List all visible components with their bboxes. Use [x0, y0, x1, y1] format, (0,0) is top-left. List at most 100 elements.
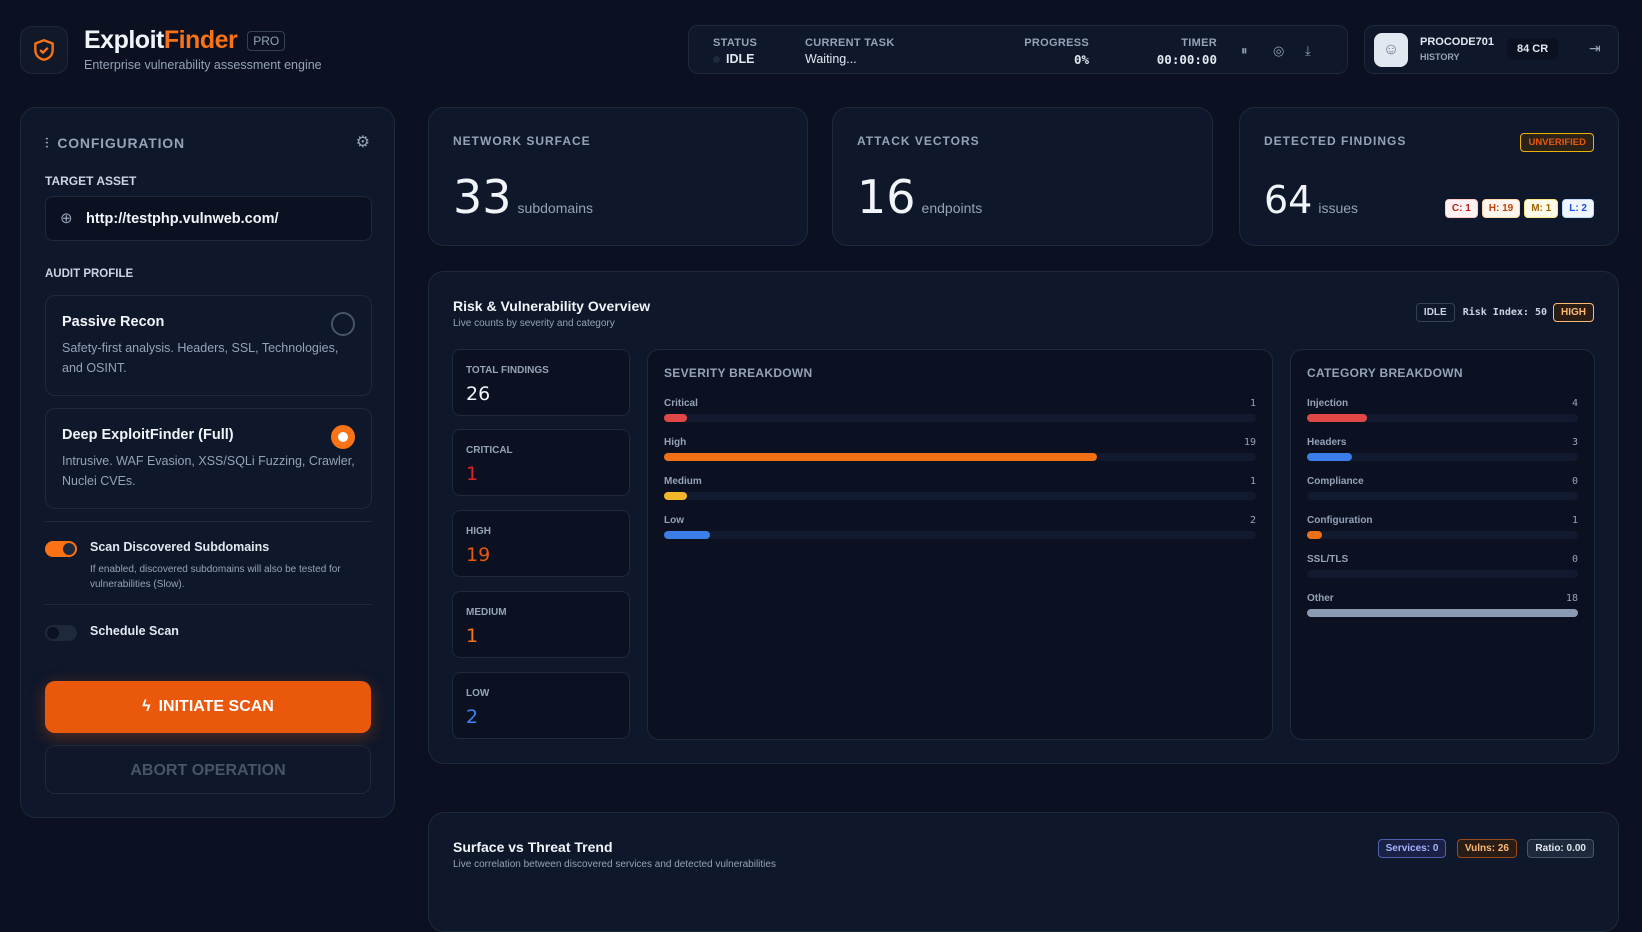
history-link[interactable]: HISTORY — [1420, 52, 1460, 62]
status-value: IDLE — [726, 52, 755, 66]
bar-row-configuration: Configuration 1 — [1307, 515, 1578, 545]
pause-icon[interactable]: ⏸ — [1241, 43, 1248, 58]
gear-icon[interactable]: ⚙ — [355, 134, 370, 151]
vulns-badge: Vulns: 26 — [1456, 839, 1517, 858]
configuration-panel: ⫶ CONFIGURATION ⚙ TARGET ASSET ⊕ http://t… — [20, 107, 395, 818]
radio-deep[interactable] — [331, 425, 355, 449]
bar-row-high: High 19 — [664, 437, 1256, 467]
profile-deep[interactable]: Deep ExploitFinder (Full) Intrusive. WAF … — [45, 408, 372, 509]
progress-value: 0% — [1073, 52, 1089, 67]
state-badge: IDLE — [1415, 303, 1455, 322]
logout-icon[interactable]: ⇥ — [1589, 40, 1601, 56]
divider — [45, 604, 372, 605]
credits-badge: 84 CR — [1507, 38, 1559, 60]
card-label: NETWORK SURFACE — [453, 134, 591, 148]
radio-passive[interactable] — [331, 312, 355, 336]
bar-row-headers: Headers 3 — [1307, 437, 1578, 467]
risk-overview-panel: Risk & Vulnerability Overview Live count… — [428, 271, 1619, 764]
detected-findings-card: DETECTED FINDINGS UNVERIFIED 64 issues C:… — [1239, 107, 1619, 246]
task-label: CURRENT TASK — [805, 37, 895, 49]
lightning-icon: ϟ — [142, 698, 151, 715]
summary-value: 1 — [466, 625, 479, 647]
bar-fill — [664, 414, 687, 422]
bar-row-medium: Medium 1 — [664, 476, 1256, 506]
bar-track — [664, 453, 1256, 461]
bar-fill — [664, 453, 1097, 461]
bar-label: High — [664, 437, 687, 448]
bar-label: Low — [664, 515, 684, 526]
profile-passive[interactable]: Passive Recon Safety-first analysis. Head… — [45, 295, 372, 396]
audit-profile-label: AUDIT PROFILE — [45, 268, 134, 280]
pill-low: L: 2 — [1562, 199, 1594, 218]
initiate-scan-button[interactable]: ϟ INITIATE SCAN — [45, 681, 371, 733]
bar-label: Compliance — [1307, 476, 1364, 487]
bar-fill — [664, 492, 687, 500]
config-header: ⫶ CONFIGURATION — [45, 135, 185, 151]
bar-count: 18 — [1565, 593, 1578, 604]
username: PROCODE701 — [1420, 36, 1494, 48]
bar-row-ssl-tls: SSL/TLS 0 — [1307, 554, 1578, 584]
bar-count: 1 — [1571, 515, 1578, 526]
target-value: http://testphp.vulnweb.com/ — [86, 211, 279, 227]
bar-track — [1307, 414, 1578, 422]
abort-button[interactable]: ABORT OPERATION — [45, 745, 371, 794]
target-label: TARGET ASSET — [45, 174, 137, 188]
target-input[interactable]: ⊕ http://testphp.vulnweb.com/ — [45, 196, 372, 241]
summary-value: 2 — [466, 706, 479, 728]
timer-label: TIMER — [1181, 37, 1217, 49]
bar-fill — [1307, 531, 1323, 539]
summary-box-total-findings: TOTAL FINDINGS 26 — [452, 349, 630, 416]
network-surface-card: NETWORK SURFACE 33 subdomains — [428, 107, 808, 246]
globe-icon: ⊕ — [60, 210, 73, 227]
bar-fill — [664, 531, 710, 539]
category-breakdown: CATEGORY BREAKDOWN Injection 4 Headers 3 Comp… — [1290, 349, 1595, 740]
schedule-title: Schedule Scan — [90, 624, 179, 638]
sliders-icon: ⫶ — [45, 135, 50, 151]
bar-track — [664, 492, 1256, 500]
schedule-toggle[interactable] — [45, 625, 77, 641]
bar-label: Configuration — [1307, 515, 1373, 526]
task-value: Waiting... — [805, 52, 857, 66]
card-label: ATTACK VECTORS — [857, 134, 980, 148]
bar-label: Other — [1307, 593, 1334, 604]
summary-box-critical: CRITICAL 1 — [452, 429, 630, 496]
card-value: 33 — [453, 170, 512, 224]
timer-value: 00:00:00 — [1156, 52, 1217, 67]
card-unit: issues — [1318, 200, 1359, 216]
card-unit: endpoints — [921, 200, 983, 216]
shield-check-icon — [34, 39, 54, 61]
card-value: 64 — [1264, 178, 1313, 222]
bar-label: Critical — [664, 398, 698, 409]
card-value: 16 — [857, 170, 916, 224]
download-icon[interactable]: ⤓ — [1305, 43, 1311, 58]
bar-row-injection: Injection 4 — [1307, 398, 1578, 428]
bar-label: Headers — [1307, 437, 1347, 448]
bar-track — [1307, 492, 1578, 500]
summary-label: TOTAL FINDINGS — [466, 365, 549, 376]
summary-box-medium: MEDIUM 1 — [452, 591, 630, 658]
bar-count: 3 — [1571, 437, 1578, 448]
summary-label: CRITICAL — [466, 445, 513, 456]
bar-row-compliance: Compliance 0 — [1307, 476, 1578, 506]
avatar[interactable]: ☺ — [1374, 33, 1408, 67]
summary-value: 26 — [466, 383, 491, 405]
divider — [45, 521, 372, 522]
bar-track — [1307, 453, 1578, 461]
bar-row-other: Other 18 — [1307, 593, 1578, 623]
trend-panel: Surface vs Threat Trend Live correlation… — [428, 812, 1619, 932]
risk-level-badge: HIGH — [1553, 303, 1594, 322]
bar-count: 19 — [1243, 437, 1256, 448]
bar-count: 1 — [1249, 476, 1256, 487]
trend-subtitle: Live correlation between discovered serv… — [453, 859, 776, 870]
bar-track — [1307, 570, 1578, 578]
card-label: DETECTED FINDINGS — [1264, 134, 1407, 148]
category-title: CATEGORY BREAKDOWN — [1307, 366, 1463, 380]
bar-count: 1 — [1249, 398, 1256, 409]
stop-icon[interactable]: ◎ — [1273, 43, 1285, 58]
bar-fill — [1307, 414, 1368, 422]
bar-row-low: Low 2 — [664, 515, 1256, 545]
subdomains-toggle[interactable] — [45, 541, 77, 557]
pill-medium: M: 1 — [1524, 199, 1559, 218]
brand-title: ExploitFinder PRO — [84, 26, 286, 55]
pill-high: H: 19 — [1481, 199, 1521, 218]
